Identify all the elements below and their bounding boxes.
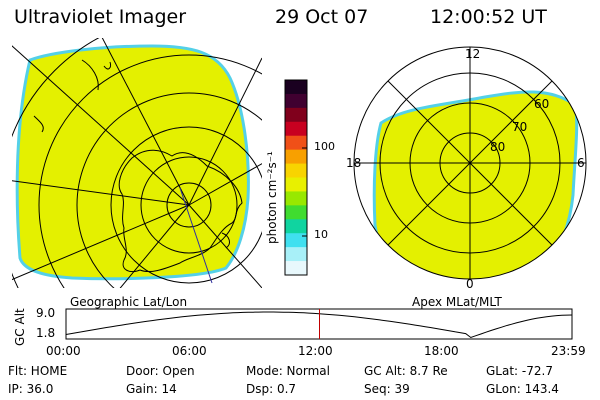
colorbar-swatch: [285, 219, 307, 234]
colorbar-swatch: [285, 233, 307, 248]
status-mode: Mode: Normal: [246, 364, 330, 378]
mlt-label-0: 0: [466, 277, 474, 291]
time-label: 12:00:52 UT: [430, 6, 547, 28]
colorbar-tick-10: 10: [314, 228, 328, 241]
mlt-label-6: 6: [577, 156, 585, 170]
colorbar-swatch: [285, 121, 307, 137]
status-glat: GLat: -72.7: [486, 364, 553, 378]
status-ip: IP: 36.0: [8, 382, 54, 396]
lat-label-80: 80: [490, 140, 506, 154]
status-seq: Seq: 39: [364, 382, 410, 396]
right-aurora-fill: [372, 90, 579, 279]
colorbar-frame: [284, 79, 308, 276]
left-aurora-fill: [15, 44, 250, 281]
instrument-title: Ultraviolet Imager: [14, 6, 187, 28]
colorbar-unit-label: photon cm⁻²s⁻¹: [265, 151, 279, 244]
date-label: 29 Oct 07: [275, 6, 369, 28]
timeline-ymin: 1.8: [36, 326, 56, 340]
status-flt: Flt: HOME: [8, 364, 68, 378]
colorbar-swatch: [285, 163, 307, 178]
colorbar-swatch: [285, 261, 307, 276]
status-glon: GLon: 143.4: [486, 382, 559, 396]
left-panel-label: Geographic Lat/Lon: [70, 295, 188, 309]
lat-label-70: 70: [512, 120, 528, 134]
magnetic-polar-plot: [353, 46, 587, 280]
timeline-tick-0600: 06:00: [172, 344, 207, 358]
timeline-tick-0000: 00:00: [46, 344, 81, 358]
lat-label-60: 60: [534, 97, 550, 111]
colorbar-swatch: [285, 177, 307, 192]
colorbar-swatch: [285, 135, 307, 151]
status-dsp: Dsp: 0.7: [246, 382, 297, 396]
colorbar: [284, 79, 308, 276]
status-gain: Gain: 14: [126, 382, 177, 396]
timeline-tick-1200: 12:00: [298, 344, 333, 358]
mlt-label-12: 12: [465, 47, 481, 61]
colorbar-swatch: [285, 80, 307, 95]
status-gcalt: GC Alt: 8.7 Re: [364, 364, 448, 378]
mlt-label-18: 18: [346, 156, 362, 170]
timeline-ymax: 9.0: [36, 306, 56, 320]
altitude-curve: [65, 311, 573, 339]
colorbar-swatch: [285, 247, 307, 262]
colorbar-swatch: [285, 149, 307, 165]
status-door: Door: Open: [126, 364, 195, 378]
colorbar-swatch: [285, 191, 307, 206]
colorbar-swatch: [285, 93, 307, 109]
right-panel-label: Apex MLat/MLT: [412, 295, 502, 309]
timeline-tick-1800: 18:00: [424, 344, 459, 358]
colorbar-swatch: [285, 107, 307, 123]
timeline-plot: [65, 308, 573, 340]
geographic-map: [12, 38, 262, 288]
colorbar-tick-100: 100: [314, 140, 335, 153]
timeline-ylabel: GC Alt: [13, 308, 27, 346]
colorbar-swatch: [285, 205, 307, 220]
timeline-tick-2359: 23:59: [551, 344, 586, 358]
